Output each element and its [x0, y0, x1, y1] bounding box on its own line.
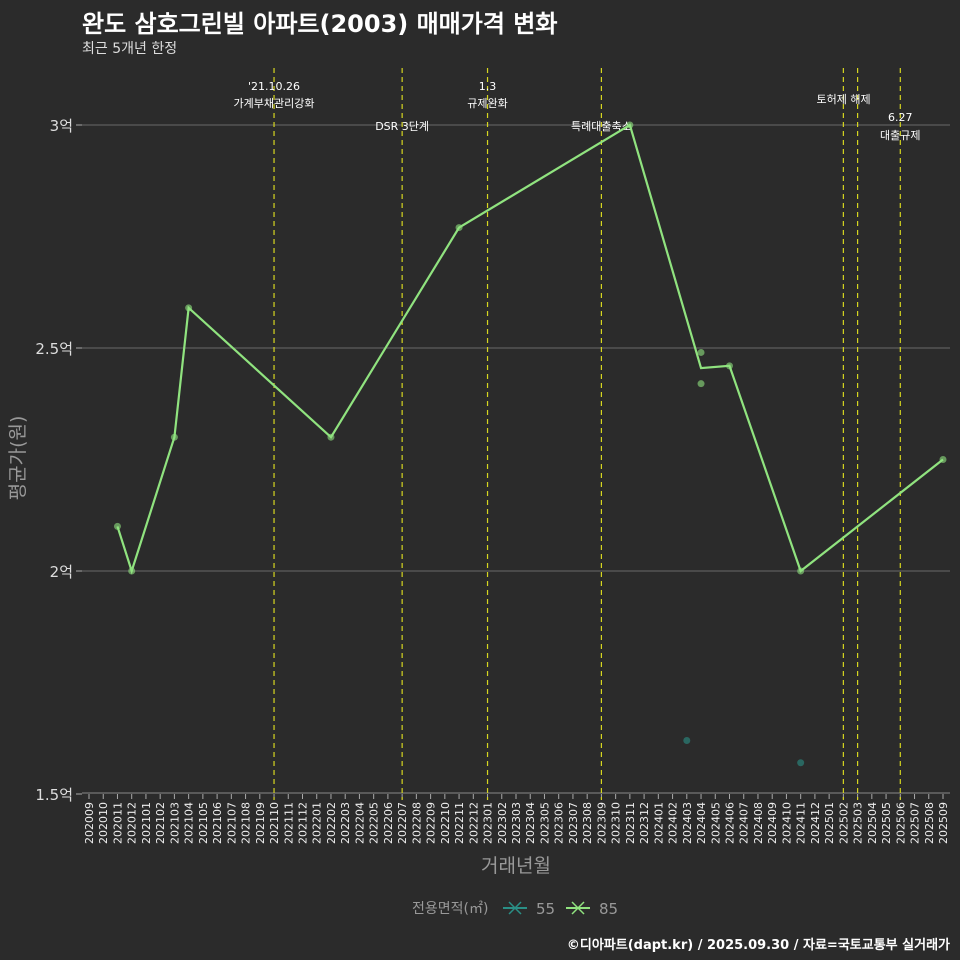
x-tick-label: 202506	[894, 802, 907, 844]
x-axis-title: 거래년월	[481, 855, 551, 877]
data-point-85	[327, 433, 335, 441]
event-label: 대출규제	[880, 129, 920, 142]
x-tick-label: 202408	[752, 802, 765, 844]
x-tick-label: 202404	[695, 802, 708, 844]
data-point-85	[697, 348, 705, 356]
event-label: 규제완화	[467, 97, 507, 110]
data-point-55	[797, 759, 805, 767]
data-point-85	[113, 522, 121, 530]
x-tick-label: 202101	[140, 802, 153, 844]
data-point-85	[185, 304, 193, 312]
x-tick-label: 202509	[937, 802, 950, 844]
y-axis-title: 평균가(원)	[7, 416, 29, 501]
data-point-85	[170, 433, 178, 441]
event-label: 특례대출축소	[571, 120, 632, 133]
x-tick-label: 202507	[909, 802, 922, 844]
data-point-85	[626, 121, 634, 129]
x-tick-label: 202109	[254, 802, 267, 844]
legend-key-cross	[508, 901, 522, 915]
x-tick-label: 202502	[837, 802, 850, 844]
x-tick-label: 202202	[325, 802, 338, 844]
x-tick-label: 202311	[624, 802, 637, 844]
data-point-85	[726, 362, 733, 370]
event-label: 토허제 해제	[817, 92, 871, 106]
event-label: 가계부채관리강화	[234, 97, 315, 110]
chart-title: 완도 삼호그린빌 아파트(2003) 매매가격 변화	[82, 10, 558, 38]
y-tick-label: 1.5억	[35, 786, 73, 804]
x-tick-label: 202011	[111, 802, 124, 844]
x-tick-label: 202312	[638, 802, 651, 844]
x-tick-label: 202106	[211, 802, 224, 844]
x-tick-label: 202403	[681, 802, 694, 844]
x-tick-label: 202302	[496, 802, 509, 844]
x-tick-label: 202505	[880, 802, 893, 844]
x-tick-label: 202410	[780, 802, 793, 844]
x-tick-label: 202306	[553, 802, 566, 844]
x-tick-label: 202104	[183, 802, 196, 844]
x-tick-label: 202208	[410, 802, 423, 844]
data-point-85	[939, 456, 947, 463]
x-tick-label: 202012	[126, 802, 139, 844]
x-tick-label: 202409	[766, 802, 779, 844]
legend-title: 전용면적(㎡)	[412, 901, 488, 917]
legend-key-cross	[571, 901, 585, 915]
legend-label-85: 85	[599, 900, 618, 918]
source-caption: ©디아파트(dapt.kr) / 2025.09.30 / 자료=국토교통부 실…	[566, 938, 950, 953]
data-point-85	[797, 567, 805, 575]
x-tick-label: 202010	[97, 802, 110, 844]
y-tick-label: 2.5억	[35, 340, 73, 358]
x-tick-label: 202111	[282, 802, 295, 844]
chart-subtitle: 최근 5개년 한정	[82, 41, 178, 57]
x-tick-label: 202205	[368, 802, 381, 844]
x-tick-label: 202406	[724, 802, 737, 844]
event-label: 1.3	[479, 80, 497, 93]
x-tick-label: 202204	[353, 802, 366, 844]
x-tick-label: 202206	[382, 802, 395, 844]
x-tick-label: 202305	[538, 802, 551, 844]
x-tick-label: 202308	[581, 802, 594, 844]
data-point-55	[683, 736, 691, 744]
x-tick-label: 202310	[610, 802, 623, 844]
x-tick-label: 202407	[738, 802, 751, 844]
x-tick-label: 202212	[467, 802, 480, 844]
x-tick-label: 202303	[510, 802, 523, 844]
x-tick-label: 202411	[795, 802, 808, 844]
y-tick-label: 3억	[50, 117, 73, 135]
y-tick-label: 2억	[50, 563, 73, 581]
x-tick-label: 202309	[595, 802, 608, 844]
x-tick-label: 202209	[425, 802, 438, 844]
event-label: DSR 3단계	[375, 120, 429, 133]
x-tick-label: 202508	[923, 802, 936, 844]
x-tick-label: 202307	[567, 802, 580, 844]
x-tick-label: 202504	[866, 802, 879, 844]
event-label: '21.10.26	[248, 80, 300, 93]
x-tick-label: 202503	[852, 802, 865, 844]
x-tick-label: 202402	[667, 802, 680, 844]
x-tick-label: 202107	[225, 802, 238, 844]
x-tick-label: 202201	[311, 802, 324, 844]
x-tick-label: 202304	[524, 802, 537, 844]
x-tick-label: 202102	[154, 802, 167, 844]
legend-label-55: 55	[536, 900, 555, 918]
x-tick-label: 202112	[297, 802, 310, 844]
x-tick-label: 202009	[83, 802, 96, 844]
event-label: 6.27	[888, 111, 913, 124]
x-tick-label: 202301	[482, 802, 495, 844]
x-tick-label: 202203	[339, 802, 352, 844]
x-tick-label: 202108	[240, 802, 253, 844]
x-tick-label: 202105	[197, 802, 210, 844]
x-tick-label: 202501	[823, 802, 836, 844]
data-point-85	[455, 224, 463, 232]
data-point-85	[697, 380, 705, 388]
x-tick-label: 202211	[453, 802, 466, 844]
x-tick-label: 202405	[709, 802, 722, 844]
data-point-85	[128, 567, 136, 575]
x-tick-label: 202412	[809, 802, 822, 844]
x-tick-label: 202103	[168, 802, 181, 844]
x-tick-label: 202210	[439, 802, 452, 844]
x-tick-label: 202110	[268, 802, 281, 844]
x-tick-label: 202401	[652, 802, 665, 844]
x-tick-label: 202207	[396, 802, 409, 844]
